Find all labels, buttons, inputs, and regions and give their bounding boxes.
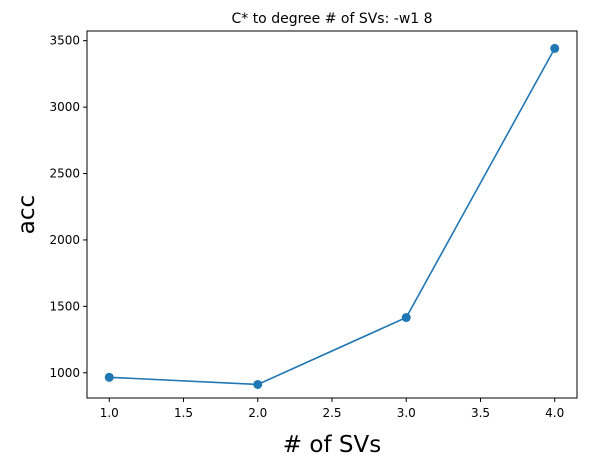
x-tick-label: 3.5 <box>471 406 490 420</box>
y-axis-label: acc <box>14 195 40 234</box>
y-tick-label: 3000 <box>49 100 80 114</box>
x-tick-label: 4.0 <box>545 406 564 420</box>
y-tick-label: 1500 <box>49 299 80 313</box>
x-tick-label: 1.5 <box>174 406 193 420</box>
data-point <box>401 313 411 323</box>
x-tick-label: 2.5 <box>322 406 341 420</box>
x-axis: 1.0 1.5 2.0 2.5 3.0 3.5 4.0 <box>100 398 564 420</box>
x-tick-label: 2.0 <box>248 406 267 420</box>
data-series <box>104 43 560 389</box>
y-tick-label: 3500 <box>49 34 80 48</box>
plot-frame <box>86 30 578 399</box>
y-tick-label: 2000 <box>49 233 80 247</box>
chart-title: C* to degree # of SVs: -w1 8 <box>231 11 432 27</box>
x-tick-label: 1.0 <box>100 406 119 420</box>
data-point <box>253 379 263 389</box>
data-point <box>104 372 114 382</box>
data-point <box>550 43 560 53</box>
y-tick-label: 2500 <box>49 167 80 181</box>
y-axis: 1000 1500 2000 2500 3000 3500 <box>49 34 87 380</box>
x-tick-label: 3.0 <box>397 406 416 420</box>
y-tick-label: 1000 <box>49 366 80 380</box>
series-line <box>109 48 556 386</box>
x-axis-label: # of SVs <box>283 432 381 458</box>
